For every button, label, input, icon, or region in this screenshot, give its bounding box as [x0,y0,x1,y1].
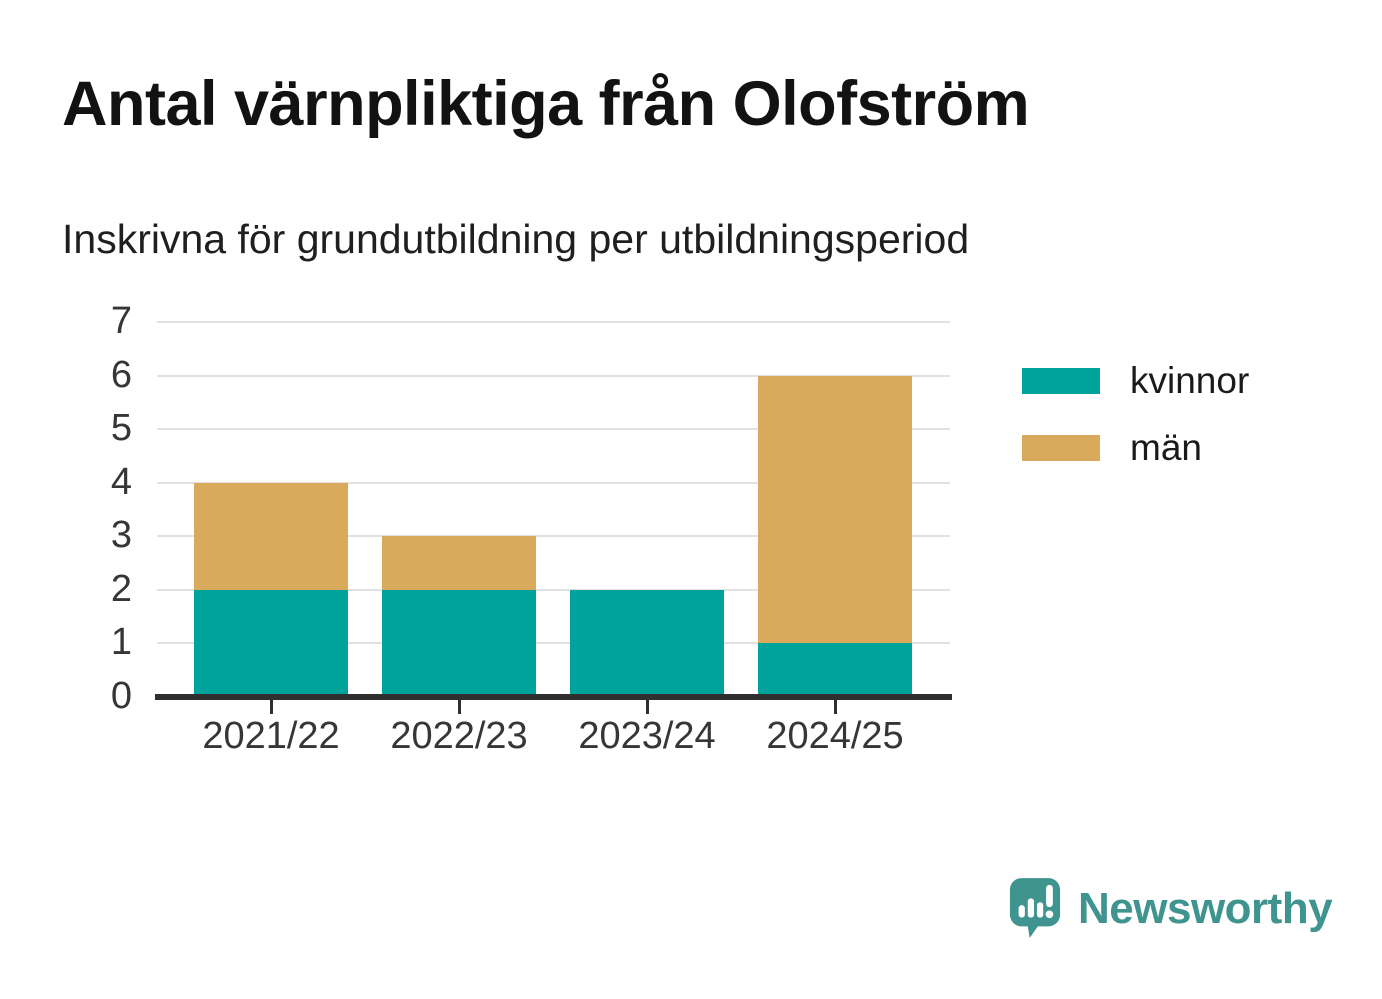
bar-segment-kvinnor-2023-24 [570,589,724,697]
y-tick-label: 1 [110,621,132,664]
y-tick-label: 3 [110,514,132,557]
gridline-y-1 [157,642,950,645]
x-tick-label: 2022/23 [390,715,528,757]
gridline-y-2 [157,588,950,591]
y-tick-label: 4 [110,460,132,503]
gridline-y-4 [157,481,950,484]
legend: kvinnor män [1022,362,1249,496]
gridline-y-7 [157,321,950,323]
bar-segment-män-2024-25 [758,375,912,644]
y-tick-label: 7 [110,300,132,343]
legend-item-kvinnor: kvinnor [1022,362,1249,399]
chart-subtitle: Inskrivna för grundutbildning per utbild… [62,216,970,262]
x-tick-label: 2023/24 [578,715,716,757]
legend-label: kvinnor [1130,360,1250,401]
gridline-y-3 [157,535,950,538]
bar-segment-kvinnor-2021-22 [194,589,348,697]
legend-swatch [1022,367,1100,394]
x-axis-line [155,694,952,700]
x-tick-label: 2021/22 [202,715,340,757]
bar-segment-kvinnor-2024-25 [758,643,912,697]
x-axis-tick [645,700,649,714]
y-tick-label: 5 [110,407,132,450]
x-tick-label: 2024/25 [766,715,904,757]
gridline-y-5 [157,428,950,431]
x-axis-tick [457,700,461,714]
y-tick-label: 0 [110,675,132,718]
x-axis-tick [833,700,837,714]
bar-segment-män-2021-22 [194,482,348,590]
x-axis-tick [269,700,273,714]
y-tick-label: 2 [110,568,132,611]
gridline-y-6 [157,374,950,377]
bar-segment-kvinnor-2022-23 [382,589,536,697]
chart-title: Antal värnpliktiga från Olofström [62,69,1030,139]
bar-segment-män-2022-23 [382,536,536,590]
legend-swatch [1022,434,1100,461]
legend-label: män [1130,427,1202,468]
newsworthy-logo: Newsworthy [1008,876,1333,942]
speech-bubble-bar-chart-icon [1008,876,1062,942]
newsworthy-logo-text: Newsworthy [1078,884,1333,933]
y-tick-label: 6 [110,353,132,396]
legend-item-män: män [1022,429,1249,466]
